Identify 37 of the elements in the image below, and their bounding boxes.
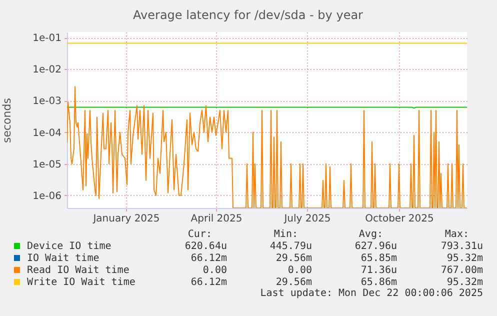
x-tick-label: January 2025 bbox=[92, 214, 160, 224]
y-tick-label: 1e-06 bbox=[32, 190, 62, 202]
y-axis-title: seconds bbox=[0, 98, 14, 143]
text: 66.12m bbox=[190, 277, 227, 288]
text: 627.96u bbox=[354, 241, 397, 252]
text: 620.64u bbox=[184, 241, 227, 252]
x-tick-label: July 2025 bbox=[283, 214, 331, 224]
chart-title: Average latency for /dev/sda - by year bbox=[133, 8, 364, 22]
text: 71.36u bbox=[360, 265, 397, 276]
text: 0.00 bbox=[202, 265, 227, 276]
text: Max: bbox=[444, 229, 469, 240]
text: 445.79u bbox=[270, 241, 312, 252]
y-tick-label: 1e-01 bbox=[32, 33, 62, 44]
text: 65.86m bbox=[360, 277, 397, 288]
text: 95.32m bbox=[446, 277, 483, 288]
y-tick-label: 1e-04 bbox=[32, 128, 62, 139]
text: 0.00 bbox=[288, 265, 312, 276]
text: 767.00m bbox=[440, 265, 483, 276]
x-tick-label: April 2025 bbox=[190, 214, 242, 224]
text: Cur: bbox=[188, 229, 212, 240]
x-tick-label: October 2025 bbox=[365, 214, 434, 224]
y-tick-label: 1e-03 bbox=[32, 96, 62, 108]
legend-label: Device IO time bbox=[27, 241, 112, 252]
legend-label: Read IO Wait time bbox=[27, 265, 130, 276]
text: Avg: bbox=[358, 229, 383, 240]
y-tick-label: 1e-05 bbox=[32, 159, 62, 170]
text: 65.85m bbox=[360, 253, 397, 264]
y-tick-label: 1e-02 bbox=[32, 64, 62, 76]
legend-label: IO Wait time bbox=[27, 253, 100, 264]
text: 29.56m bbox=[276, 253, 312, 264]
text: Last update: Mon Dec 22 00:00:06 2025 bbox=[260, 288, 483, 299]
text: Min: bbox=[274, 229, 298, 240]
text: 793.31u bbox=[440, 241, 483, 252]
text: 29.56m bbox=[276, 277, 312, 288]
legend-label: Write IO Wait time bbox=[27, 277, 136, 288]
text: 95.32m bbox=[446, 253, 483, 264]
text: 66.12m bbox=[190, 253, 227, 264]
